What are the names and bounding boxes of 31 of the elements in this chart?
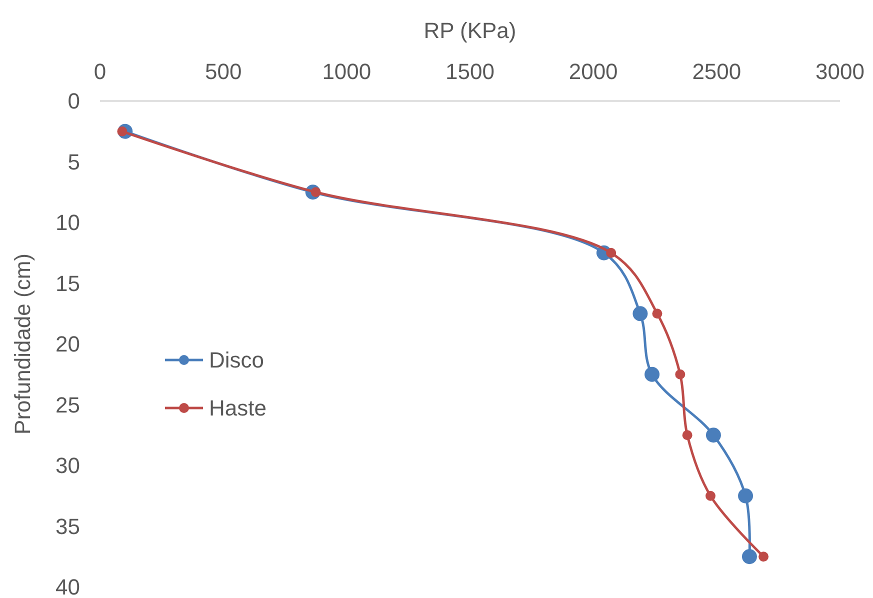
point — [706, 428, 721, 443]
point — [706, 490, 716, 501]
x-tick-label: 1000 — [322, 59, 372, 84]
y-axis-title: Profundidade (cm) — [10, 254, 35, 434]
y-tick-label: 20 — [56, 332, 80, 357]
x-tick-label: 3000 — [816, 59, 864, 84]
x-tick-label: 1500 — [446, 59, 494, 84]
legend-label: Haste — [209, 396, 266, 421]
x-tick-label: 2500 — [692, 59, 742, 84]
point — [606, 248, 616, 258]
x-tick-label: 0 — [94, 59, 106, 84]
y-tick-label: 30 — [56, 453, 80, 478]
y-tick-label: 25 — [56, 392, 80, 418]
y-tick-label: 0 — [68, 88, 80, 114]
x-tick-label: 2000 — [568, 59, 618, 84]
point — [675, 369, 686, 380]
point — [644, 366, 660, 382]
x-axis-title: RP (KPa) — [424, 18, 516, 43]
y-tick-label: 15 — [56, 270, 80, 296]
point — [682, 430, 692, 440]
point — [632, 306, 648, 322]
y-tick-label: 40 — [56, 574, 80, 598]
legend-label: Disco — [209, 348, 264, 373]
y-tick-label: 10 — [56, 210, 80, 236]
y-tick-label: 35 — [56, 514, 80, 539]
point — [758, 552, 769, 562]
y-tick-label: 5 — [68, 149, 80, 174]
point — [738, 488, 754, 504]
point — [742, 549, 757, 564]
point — [652, 308, 662, 319]
x-tick-label: 500 — [204, 59, 242, 84]
